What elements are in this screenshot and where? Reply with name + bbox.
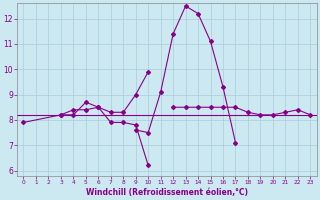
X-axis label: Windchill (Refroidissement éolien,°C): Windchill (Refroidissement éolien,°C) bbox=[86, 188, 248, 197]
